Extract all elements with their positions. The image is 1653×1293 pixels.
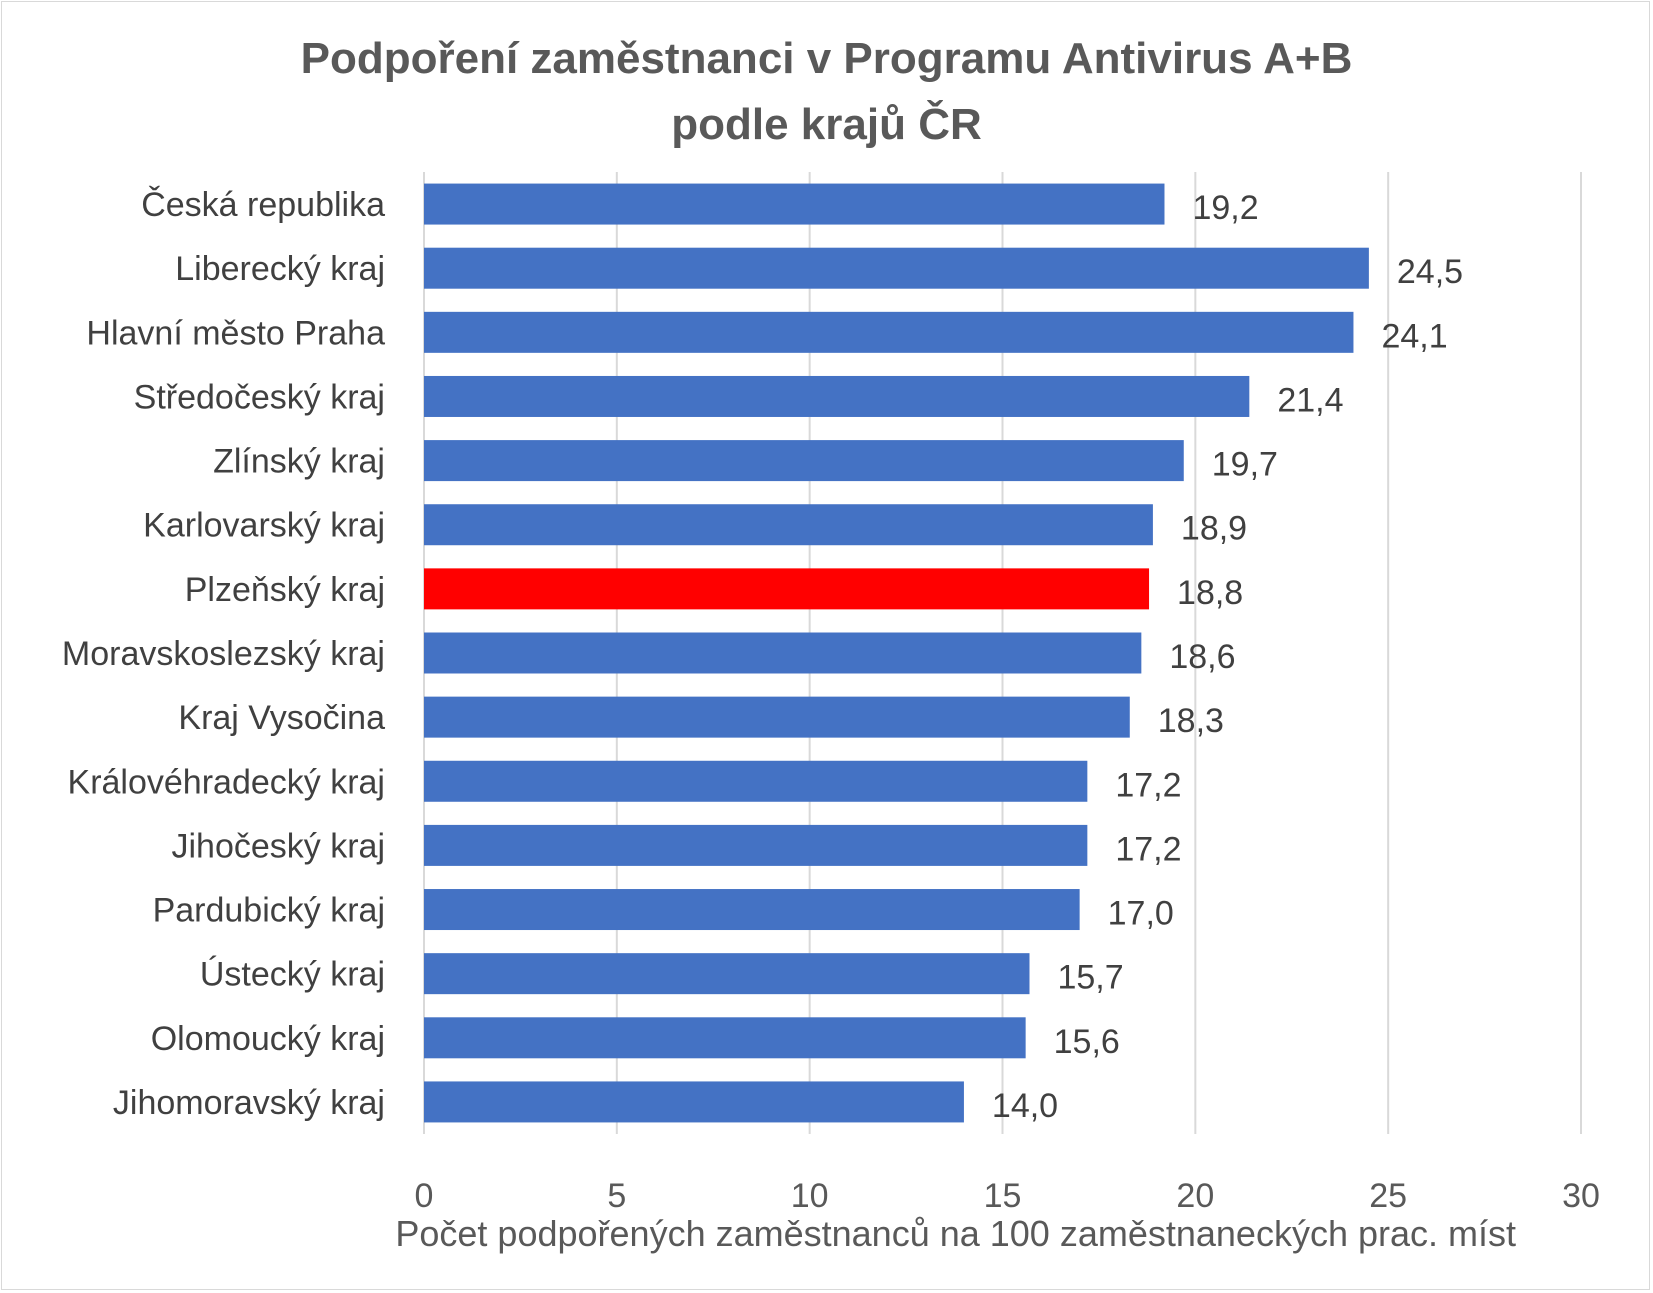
bar [424, 889, 1080, 931]
data-label: 17,2 [1115, 766, 1181, 804]
data-label: 24,5 [1397, 253, 1463, 291]
category-label: Olomoucký kraj [151, 1020, 385, 1058]
bar [424, 183, 1165, 225]
x-tick-label: 10 [791, 1177, 829, 1215]
bar [424, 632, 1142, 674]
bar [424, 568, 1150, 610]
category-label: Zlínský kraj [213, 443, 385, 481]
category-label: Pardubický kraj [153, 892, 385, 930]
bar [424, 1017, 1026, 1059]
value-labels: 19,2 24,5 24,1 21,4 19,7 18,9 18,8 18,6 18,3 17,2… [992, 189, 1463, 1125]
category-label: Plzeňský kraj [185, 571, 385, 609]
category-labels: Česká republika Liberecký kraj Hlavní měst… [62, 186, 385, 1122]
data-label: 19,7 [1212, 446, 1278, 484]
bar [424, 696, 1130, 738]
bar [424, 953, 1030, 995]
bar [424, 760, 1088, 802]
bar [424, 440, 1184, 482]
x-tick-label: 20 [1176, 1177, 1214, 1215]
data-label: 18,8 [1177, 574, 1243, 612]
x-tick-label: 15 [984, 1177, 1022, 1215]
x-tick-label: 5 [607, 1177, 626, 1215]
data-label: 18,6 [1169, 638, 1235, 676]
x-tick-label: 0 [415, 1177, 434, 1215]
category-label: Česká republika [141, 186, 385, 224]
chart-title-line-2: podle krajů ČR [671, 100, 982, 149]
data-label: 24,1 [1381, 317, 1447, 355]
category-label: Jihočeský kraj [171, 827, 385, 865]
data-label: 18,3 [1158, 702, 1224, 740]
category-label: Liberecký kraj [175, 250, 385, 288]
data-label: 18,9 [1181, 510, 1247, 548]
category-label: Středočeský kraj [134, 378, 385, 416]
x-tick-label: 30 [1562, 1177, 1600, 1215]
x-tick-label: 25 [1369, 1177, 1407, 1215]
category-label: Kraj Vysočina [178, 699, 385, 737]
bar [424, 375, 1250, 417]
data-label: 19,2 [1192, 189, 1258, 227]
chart-title: Podpoření zaměstnanci v Programu Antivir… [0, 26, 1653, 158]
category-label: Karlovarský kraj [143, 507, 385, 545]
category-label: Královéhradecký kraj [68, 763, 385, 801]
category-label: Hlavní město Praha [86, 314, 385, 352]
data-label: 17,2 [1115, 830, 1181, 868]
x-axis-title: Počet podpořených zaměstnanců na 100 zam… [395, 1213, 1516, 1254]
data-label: 14,0 [992, 1087, 1058, 1125]
category-label: Moravskoslezský kraj [62, 635, 385, 673]
category-label: Ústecký kraj [200, 956, 385, 994]
data-label: 15,6 [1054, 1023, 1120, 1061]
data-label: 17,0 [1108, 895, 1174, 933]
bar [424, 504, 1153, 546]
bar [424, 311, 1354, 353]
x-tick-labels: 0 5 10 15 20 25 30 [415, 1177, 1600, 1215]
category-label: Jihomoravský kraj [113, 1084, 385, 1122]
chart-title-line-1: Podpoření zaměstnanci v Programu Antivir… [300, 34, 1353, 83]
bars [424, 183, 1369, 1123]
bar [424, 824, 1088, 866]
bar [424, 247, 1369, 289]
data-label: 21,4 [1277, 381, 1343, 419]
bar [424, 1081, 964, 1123]
data-label: 15,7 [1057, 959, 1123, 997]
